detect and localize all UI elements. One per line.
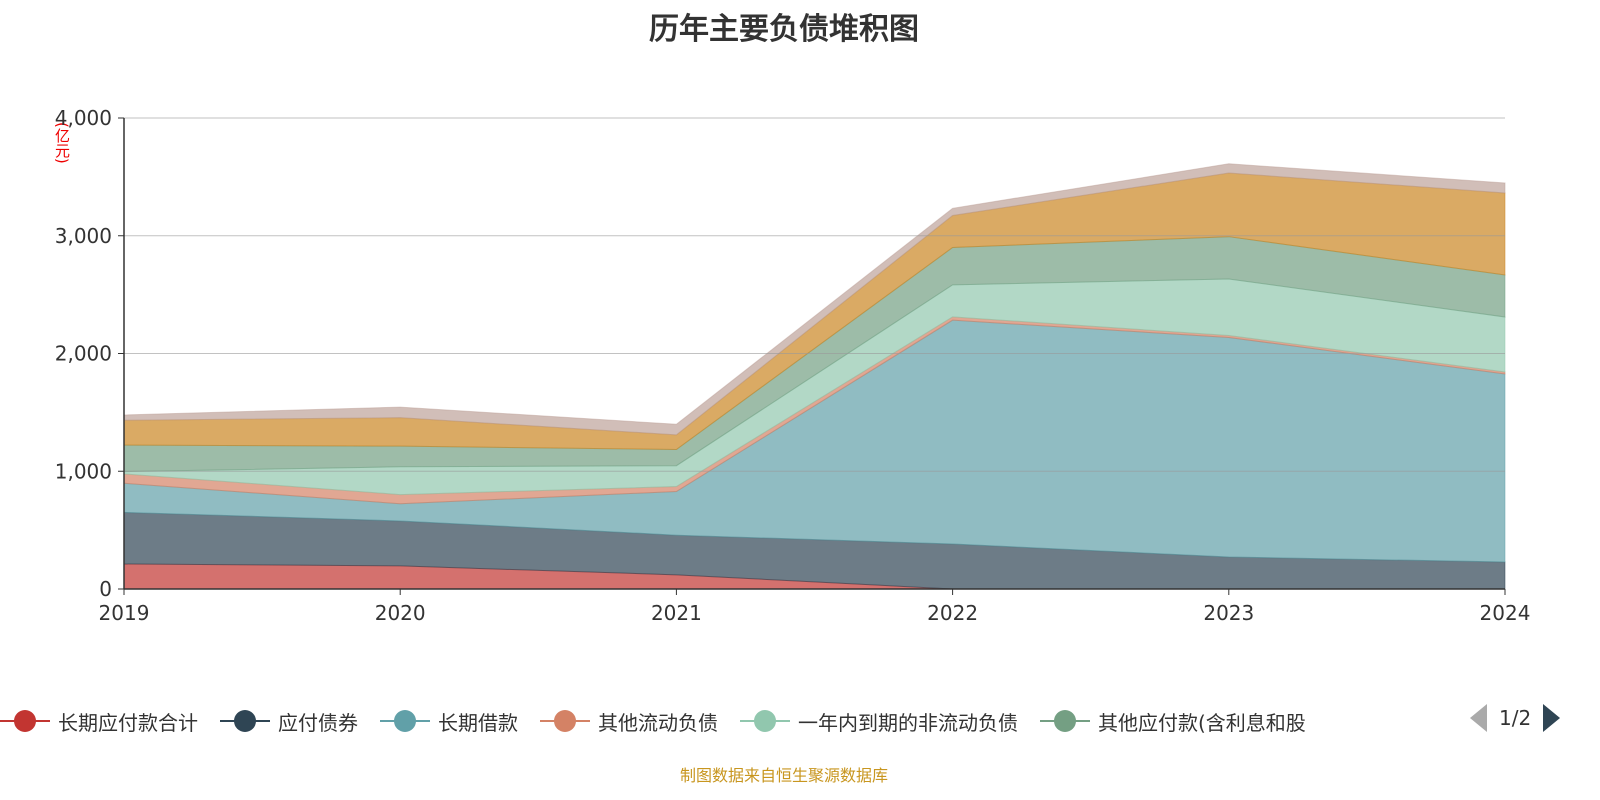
x-tick-label: 2022: [927, 601, 978, 625]
legend-label: 应付债券: [278, 710, 358, 735]
legend-pager: 1/2: [1470, 704, 1561, 732]
legend-marker-icon: [740, 709, 790, 733]
legend-label: 一年内到期的非流动负债: [798, 710, 1018, 735]
legend-marker-icon: [220, 709, 270, 733]
x-tick-label: 2020: [375, 601, 426, 625]
y-tick-label: 1,000: [55, 459, 112, 483]
legend-prev-page-icon[interactable]: [1470, 704, 1487, 732]
legend-item[interactable]: 其他应付款(含利息和股: [1040, 707, 1306, 736]
y-tick-label: 2,000: [55, 342, 112, 366]
y-axis-unit-label: (亿元): [53, 122, 71, 164]
legend-item[interactable]: 长期借款: [380, 707, 518, 736]
legend-item[interactable]: 应付债券: [220, 707, 358, 736]
legend-label: 其他应付款(含利息和股: [1098, 710, 1306, 735]
y-tick-label: 4,000: [55, 106, 112, 130]
legend-page-indicator: 1/2: [1499, 706, 1532, 730]
legend-label: 长期借款: [438, 710, 518, 735]
legend-marker-icon: [380, 709, 430, 733]
legend: 长期应付款合计 应付债券 长期借款 其他流动负债 一年内到期的非流动负债 其他应付款(含利…: [0, 706, 1328, 736]
legend-marker-icon: [1040, 709, 1090, 733]
x-tick-label: 2021: [651, 601, 702, 625]
legend-label: 长期应付款合计: [58, 710, 198, 735]
x-tick-label: 2019: [99, 601, 150, 625]
legend-next-page-icon[interactable]: [1543, 704, 1561, 732]
legend-item[interactable]: 一年内到期的非流动负债: [740, 707, 1018, 736]
legend-item[interactable]: 长期应付款合计: [0, 707, 198, 736]
data-source-note: 制图数据来自恒生聚源数据库: [679, 766, 888, 785]
x-tick-label: 2023: [1203, 601, 1254, 625]
y-tick-label: 3,000: [55, 224, 112, 248]
legend-marker-icon: [0, 709, 50, 733]
x-tick-label: 2024: [1480, 601, 1531, 625]
chart-title: 历年主要负债堆积图: [649, 12, 919, 47]
legend-label: 其他流动负债: [598, 710, 718, 735]
y-tick-label: 0: [99, 577, 112, 601]
legend-item[interactable]: 其他流动负债: [540, 707, 718, 736]
area-series-8: [123, 163, 1506, 436]
legend-marker-icon: [540, 709, 590, 733]
